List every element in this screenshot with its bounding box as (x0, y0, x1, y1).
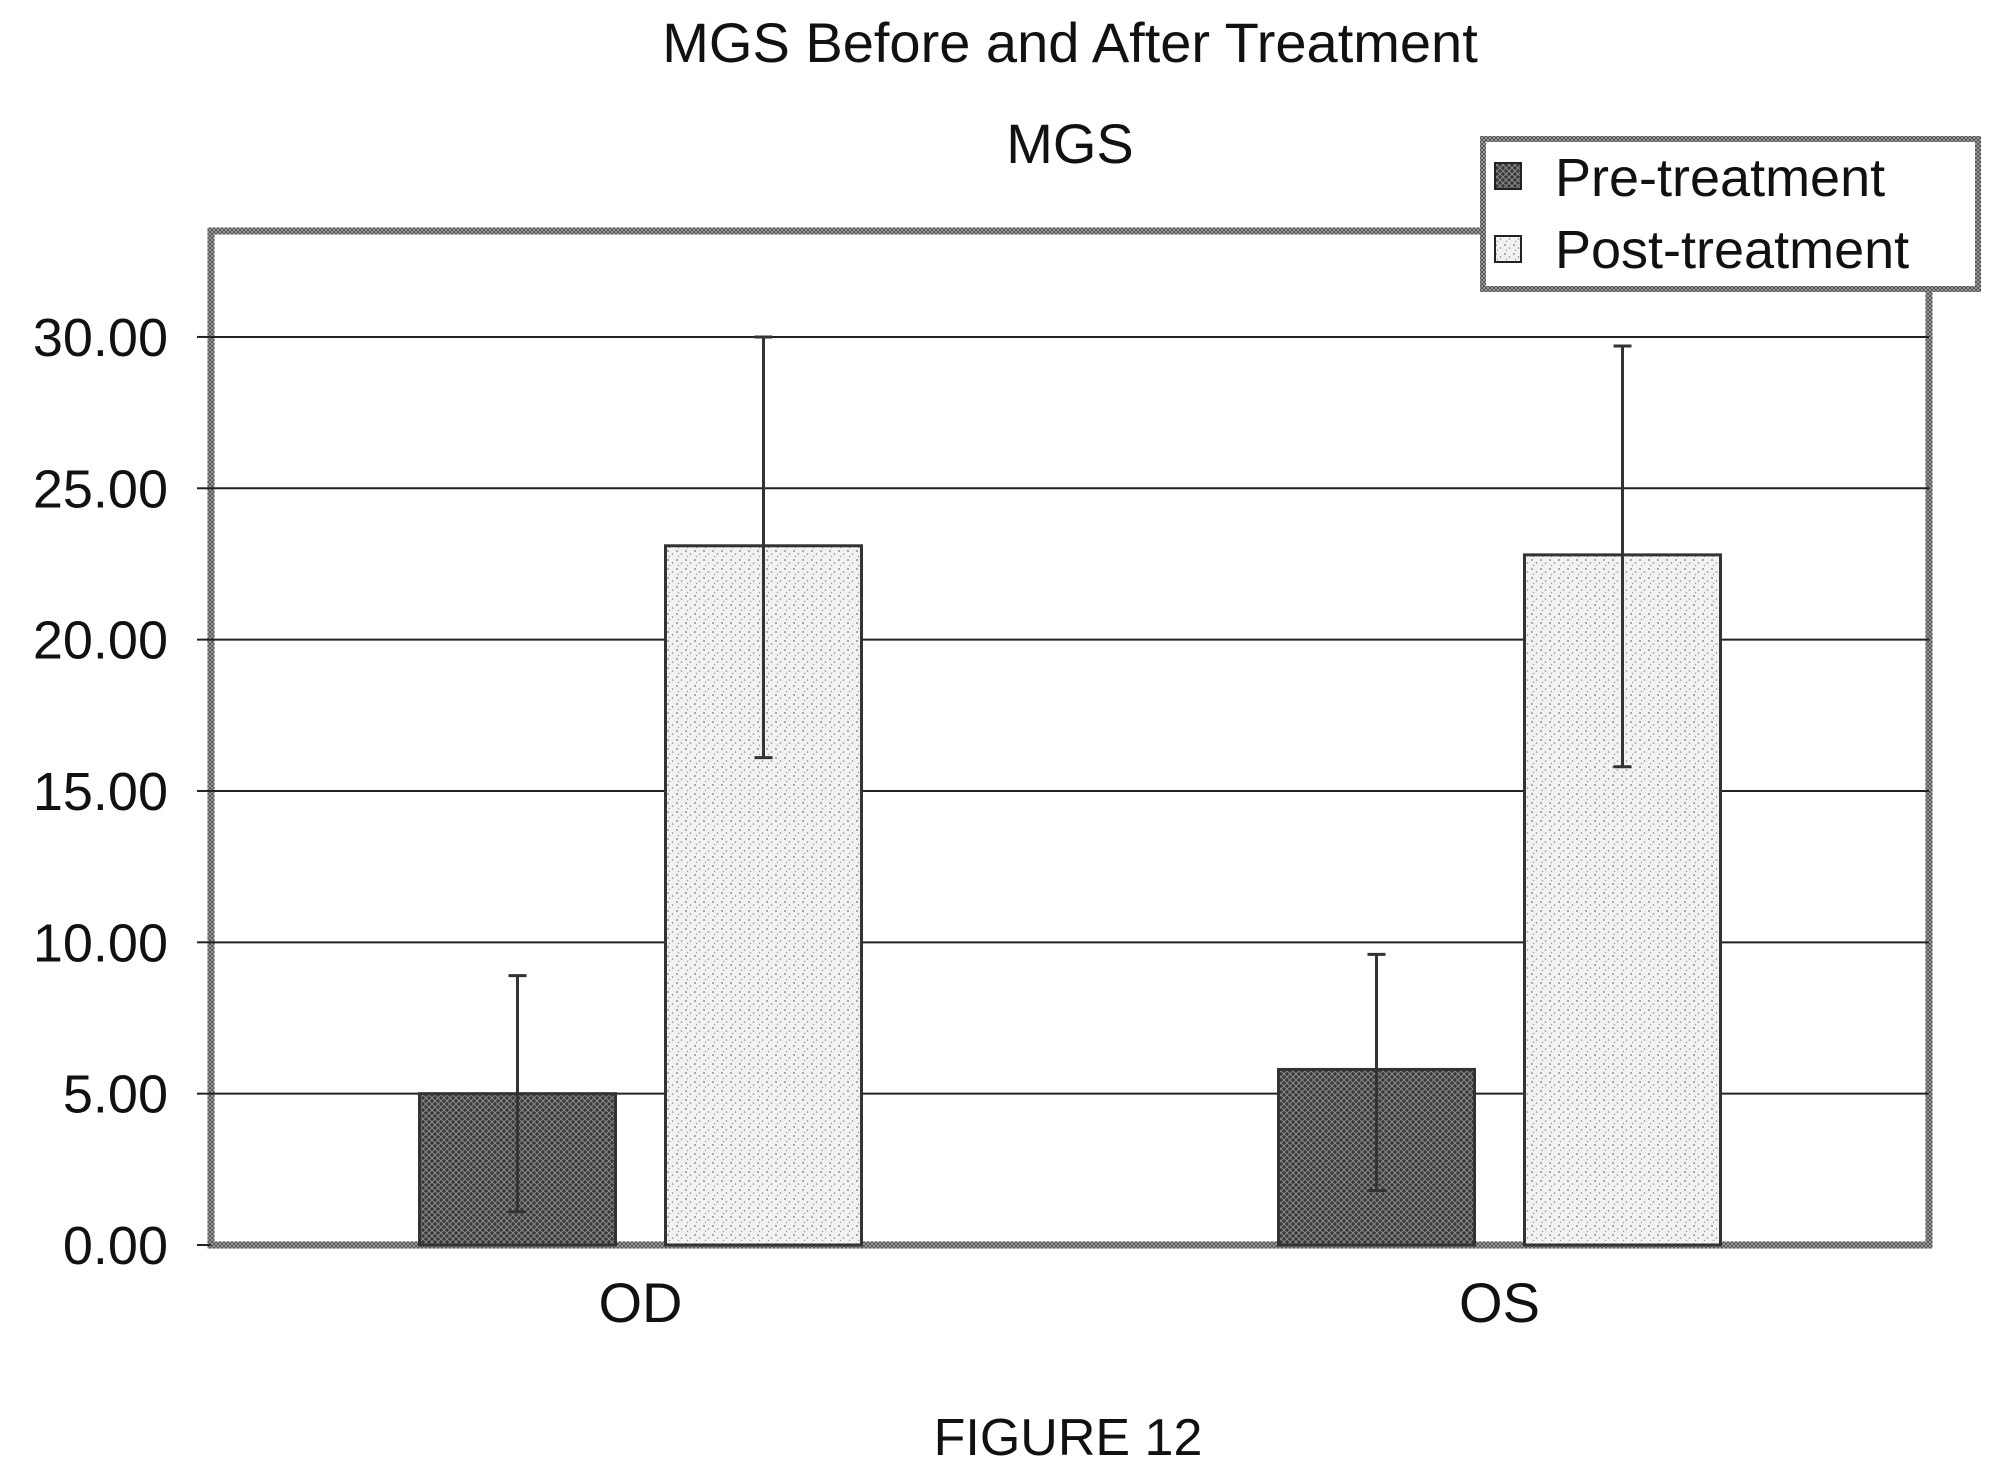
x-axis-labels: OD OS (599, 1271, 1540, 1334)
legend-label-post: Post-treatment (1555, 220, 1909, 280)
y-tick-label: 30.00 (33, 308, 168, 368)
chart-title: MGS Before and After Treatment (662, 11, 1478, 74)
legend-box (1480, 136, 1981, 292)
error-bars (508, 335, 1632, 1214)
figure-caption: FIGURE 12 (934, 1409, 1203, 1467)
y-tick-label: 15.00 (33, 762, 168, 822)
y-tick-label: 0.00 (63, 1216, 168, 1276)
y-tick-label: 5.00 (63, 1065, 168, 1125)
y-tick-label: 20.00 (33, 611, 168, 671)
y-tick-label: 10.00 (33, 913, 168, 973)
legend: Pre-treatment Post-treatment (1480, 136, 1981, 292)
y-tick-label: 25.00 (33, 459, 168, 519)
x-tick-label-os: OS (1459, 1271, 1540, 1334)
legend-swatch-post (1494, 235, 1522, 263)
y-axis-ticks: 0.00 5.00 10.00 15.00 20.00 25.00 30.00 (33, 308, 211, 1276)
chart-subtitle: MGS (1006, 112, 1134, 175)
legend-swatch-pre (1494, 162, 1522, 190)
legend-label-pre: Pre-treatment (1555, 148, 1885, 208)
x-tick-label-od: OD (599, 1271, 683, 1334)
